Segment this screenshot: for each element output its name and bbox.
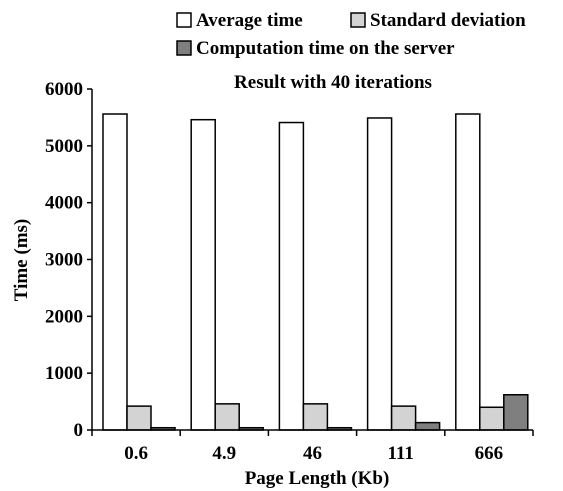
legend-swatch-standard-deviation: [350, 12, 366, 28]
bar-standard-deviation-0-6: [126, 405, 152, 431]
bar-average-time-0-6: [102, 113, 128, 431]
y-tick-label-4000: 4000: [45, 193, 83, 214]
x-tick-label-666: 666: [475, 443, 504, 464]
y-tick-label-5000: 5000: [45, 136, 83, 157]
bar-average-time-111: [366, 117, 393, 431]
y-axis-label: Time (ms): [11, 219, 32, 302]
legend-swatch-computation-time: [176, 40, 192, 56]
bar-average-time-666: [455, 113, 481, 431]
y-tick-label-6000: 6000: [45, 79, 83, 100]
bar-computation-time-on-the-server-111: [414, 421, 441, 431]
y-tick-label-1000: 1000: [45, 363, 83, 384]
x-tick-label-0-6: 0.6: [124, 443, 148, 464]
legend-label-average-time: Average time: [196, 10, 303, 31]
bar-computation-time-on-the-server-666: [503, 394, 529, 431]
bar-average-time-4-9: [190, 118, 216, 431]
x-axis-label: Page Length (Kb): [245, 468, 390, 489]
bar-standard-deviation-111: [390, 405, 417, 431]
x-tick-label-4-9: 4.9: [212, 443, 236, 464]
legend: Average time Standard deviation Computat…: [176, 10, 526, 59]
bar-standard-deviation-666: [479, 406, 505, 431]
bar-standard-deviation-4-9: [214, 403, 240, 431]
legend-label-standard-deviation: Standard deviation: [370, 10, 526, 31]
x-tick-label-46: 46: [303, 443, 322, 464]
bar-standard-deviation-46: [302, 403, 329, 431]
bar-average-time-46: [278, 121, 305, 431]
legend-label-computation-time: Computation time on the server: [196, 38, 455, 59]
y-tick-label-0: 0: [74, 420, 84, 441]
legend-swatch-average-time: [176, 12, 192, 28]
chart-title: Result with 40 iterations: [234, 72, 432, 93]
y-tick-label-3000: 3000: [45, 250, 83, 271]
x-tick-label-111: 111: [387, 443, 413, 464]
y-tick-label-2000: 2000: [45, 306, 83, 327]
plot-area: 0 1000 2000 3000 4000 5000 6000 0.6 4.9 46 111 666: [45, 79, 534, 464]
